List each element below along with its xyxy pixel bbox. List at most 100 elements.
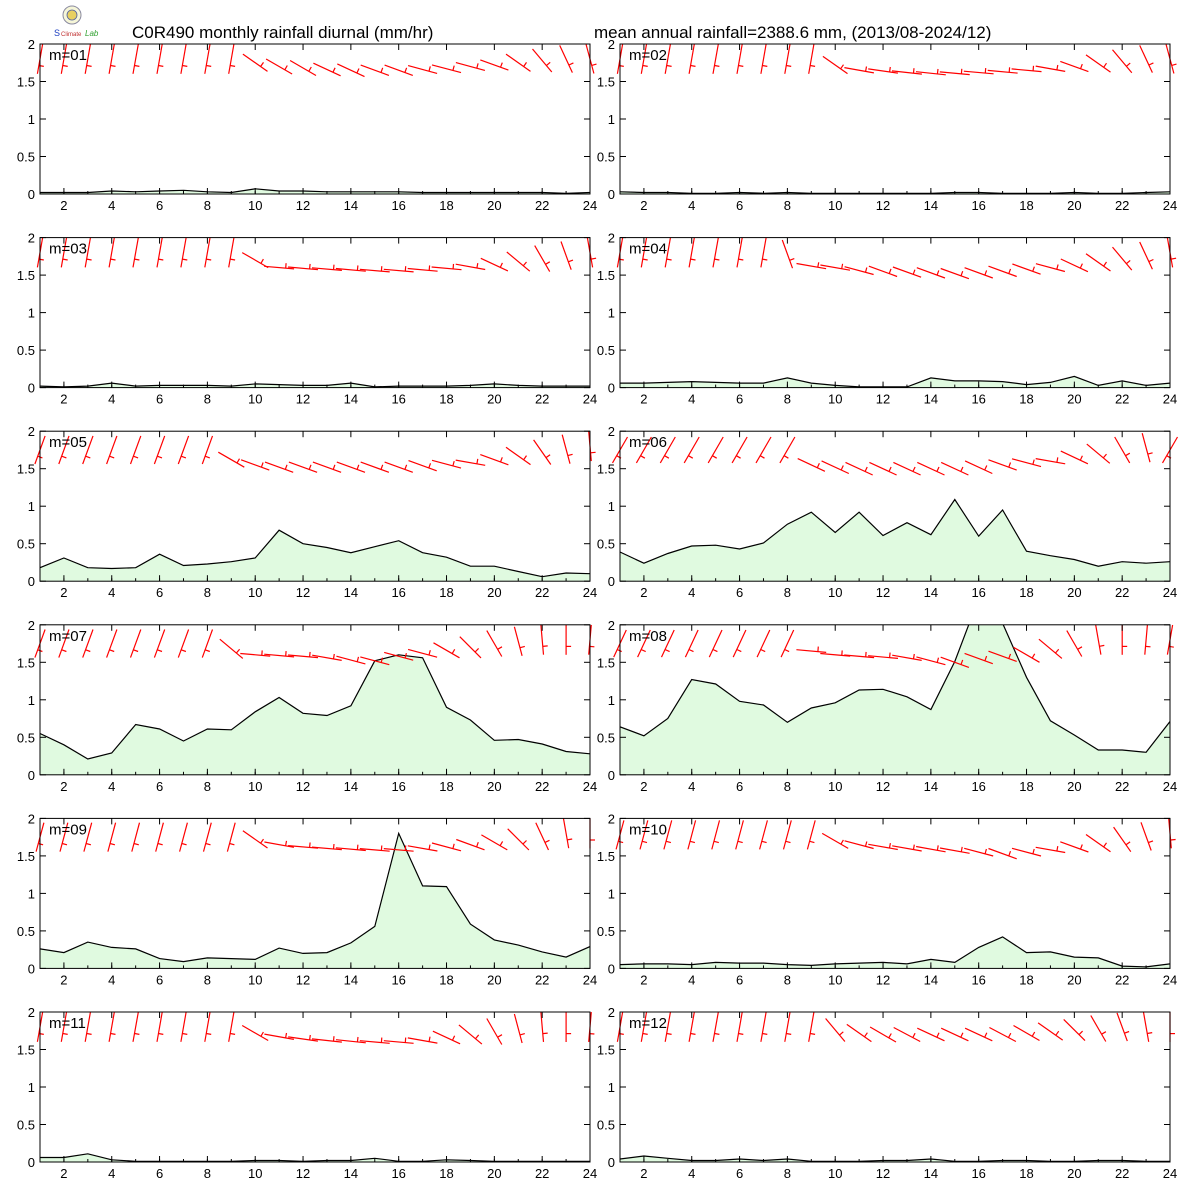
wind-barb	[1112, 49, 1133, 74]
y-tick-label: 0	[608, 768, 615, 783]
wind-barb	[336, 655, 366, 665]
wind-barbs	[615, 818, 1176, 860]
wind-barb	[1011, 65, 1042, 73]
wind-barb	[1035, 64, 1066, 72]
x-tick-label: 10	[248, 585, 262, 600]
x-tick-label: 22	[535, 779, 549, 794]
rain-area	[40, 833, 590, 969]
panel-month-label: m=02	[629, 47, 667, 64]
x-tick-label: 12	[296, 392, 310, 407]
x-tick-label: 18	[1019, 1166, 1033, 1181]
y-tick-label: 0	[28, 961, 35, 976]
wind-barb	[712, 237, 720, 268]
panel-month-label: m=05	[49, 434, 87, 451]
wind-barb	[683, 436, 700, 464]
wind-barbs	[616, 44, 1177, 76]
wind-barb	[228, 44, 236, 74]
wind-barb	[782, 820, 792, 850]
x-tick-label: 12	[296, 1166, 310, 1181]
plot-frame	[619, 817, 1171, 969]
x-tick-label: 16	[391, 198, 405, 213]
wind-barb	[432, 1030, 461, 1045]
wind-barb	[156, 1012, 164, 1042]
x-tick-label: 12	[296, 198, 310, 213]
x-tick-label: 16	[971, 779, 985, 794]
rain-line	[40, 188, 590, 194]
x-tick-label: 24	[583, 198, 597, 213]
y-tick-label: 0	[608, 381, 615, 396]
wind-barb	[505, 446, 531, 466]
y-tick-label: 0	[608, 961, 615, 976]
x-tick-label: 8	[784, 392, 791, 407]
wind-barb	[892, 266, 922, 278]
wind-barb	[132, 1012, 140, 1042]
x-tick-label: 14	[924, 1166, 938, 1181]
wind-barb	[58, 629, 70, 658]
rain-line	[40, 1153, 590, 1162]
x-tick-label: 6	[156, 392, 163, 407]
wind-barbs	[36, 1012, 595, 1045]
wind-barb	[731, 436, 748, 464]
wind-barb	[844, 266, 874, 276]
x-tick-label: 8	[784, 972, 791, 987]
wind-barb	[480, 59, 509, 71]
x-tick-label: 18	[439, 779, 453, 794]
wind-barb	[459, 636, 482, 659]
x-tick-label: 12	[876, 1166, 890, 1181]
wind-barb	[964, 267, 994, 279]
panel-m-05: 00.511.522 4 6 8 10 12 14 16 18 20 22 24m=05	[17, 424, 597, 600]
x-tick-label: 22	[1115, 392, 1129, 407]
wind-barb	[288, 651, 319, 659]
x-tick-label: 12	[876, 972, 890, 987]
wind-barb	[1166, 624, 1174, 655]
wind-barb	[940, 1027, 969, 1042]
wind-barb	[1121, 624, 1128, 655]
wind-barb	[1090, 1015, 1107, 1042]
wind-barb	[486, 1018, 503, 1045]
wind-barbs	[616, 1012, 1175, 1043]
x-tick-label: 22	[1115, 972, 1129, 987]
wind-barb	[106, 435, 118, 465]
wind-barb	[760, 44, 768, 74]
wind-barb	[916, 267, 946, 279]
x-tick-label: 12	[876, 198, 890, 213]
wind-barb	[560, 241, 574, 270]
x-tick-label: 4	[108, 1166, 115, 1181]
y-tick-label: 0	[28, 187, 35, 202]
wind-barb	[407, 648, 438, 658]
y-tick-label: 1.5	[17, 849, 35, 864]
y-tick-label: 0.5	[597, 924, 615, 939]
y-tick-label: 1	[28, 1080, 35, 1095]
wind-barb	[108, 44, 116, 74]
wind-barb	[987, 67, 1018, 74]
x-tick-label: 2	[60, 392, 67, 407]
wind-barb	[180, 44, 188, 74]
plot-frame	[39, 237, 591, 389]
wind-barbs	[611, 433, 1179, 476]
wind-barbs	[36, 237, 597, 273]
wind-barb	[1060, 450, 1089, 465]
wind-barb	[844, 840, 874, 850]
panel-m-10: 00.511.522 4 6 8 10 12 14 16 18 20 22 24m=10	[597, 811, 1177, 987]
x-tick-label: 4	[688, 392, 695, 407]
wind-barb	[129, 629, 142, 658]
x-tick-label: 16	[391, 392, 405, 407]
wind-barb	[335, 844, 366, 852]
wind-barb	[36, 1012, 44, 1042]
wind-barb	[336, 461, 366, 473]
wind-barb	[784, 44, 792, 74]
x-tick-label: 24	[583, 1166, 597, 1181]
y-tick-label: 0	[608, 187, 615, 202]
wind-barb	[1013, 1024, 1040, 1042]
y-tick-label: 1.5	[17, 75, 35, 90]
wind-barb	[711, 820, 721, 850]
wind-barb	[917, 461, 945, 476]
wind-barb	[616, 1012, 624, 1042]
title-left: C0R490 monthly rainfall diurnal (mm/hr)	[132, 23, 433, 42]
wind-barb	[132, 44, 140, 74]
x-tick-label: 2	[60, 779, 67, 794]
x-tick-label: 14	[344, 1166, 358, 1181]
x-tick-label: 22	[1115, 1166, 1129, 1181]
x-tick-label: 20	[1067, 779, 1081, 794]
wind-barb	[218, 451, 245, 468]
